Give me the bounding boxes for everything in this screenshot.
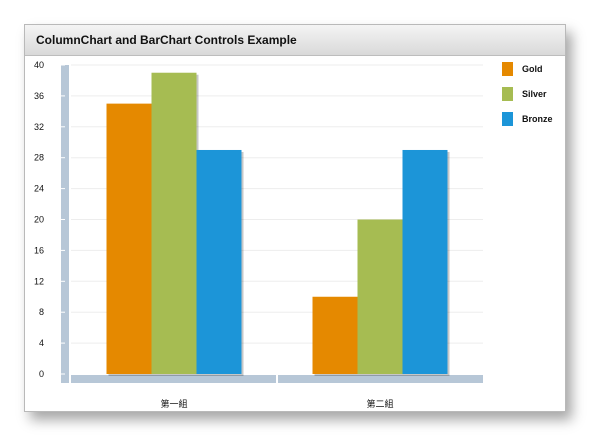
panel-title: ColumnChart and BarChart Controls Exampl… bbox=[36, 33, 297, 47]
y-tick-label: 28 bbox=[34, 153, 44, 163]
legend-swatch bbox=[502, 87, 513, 101]
legend-label: Silver bbox=[522, 89, 547, 99]
bar bbox=[357, 219, 403, 374]
y-tick-label: 0 bbox=[39, 369, 44, 379]
y-tick-label: 40 bbox=[34, 60, 44, 70]
legend-swatch bbox=[502, 112, 513, 126]
x-axis-segment bbox=[278, 375, 483, 383]
y-tick-label: 12 bbox=[34, 276, 44, 286]
y-tick-label: 4 bbox=[39, 338, 44, 348]
y-tick-label: 24 bbox=[34, 184, 44, 194]
bar bbox=[312, 296, 358, 374]
y-tick-label: 16 bbox=[34, 245, 44, 255]
x-axis-segment bbox=[71, 375, 276, 383]
bar bbox=[151, 72, 197, 374]
x-category-label: 第二組 bbox=[366, 398, 393, 410]
legend-label: Gold bbox=[522, 64, 543, 74]
legend-label: Bronze bbox=[522, 114, 553, 124]
y-tick-label: 8 bbox=[39, 307, 44, 317]
y-tick-labels: 0 4 8 12 16 20 24 28 32 36 40 bbox=[34, 60, 44, 379]
legend: Gold Silver Bronze bbox=[502, 62, 553, 126]
y-axis bbox=[61, 65, 69, 383]
bar bbox=[106, 103, 152, 374]
x-category-label: 第一組 bbox=[160, 398, 187, 410]
panel-header: ColumnChart and BarChart Controls Exampl… bbox=[25, 25, 565, 56]
axes bbox=[61, 64, 483, 383]
y-tick-label: 20 bbox=[34, 215, 44, 225]
y-tick-label: 36 bbox=[34, 91, 44, 101]
legend-swatch bbox=[502, 62, 513, 76]
y-tick-label: 32 bbox=[34, 122, 44, 132]
bar bbox=[196, 149, 242, 374]
x-category-labels: 第一組 第二組 bbox=[160, 398, 393, 410]
bar bbox=[402, 149, 448, 374]
bars bbox=[106, 72, 450, 376]
